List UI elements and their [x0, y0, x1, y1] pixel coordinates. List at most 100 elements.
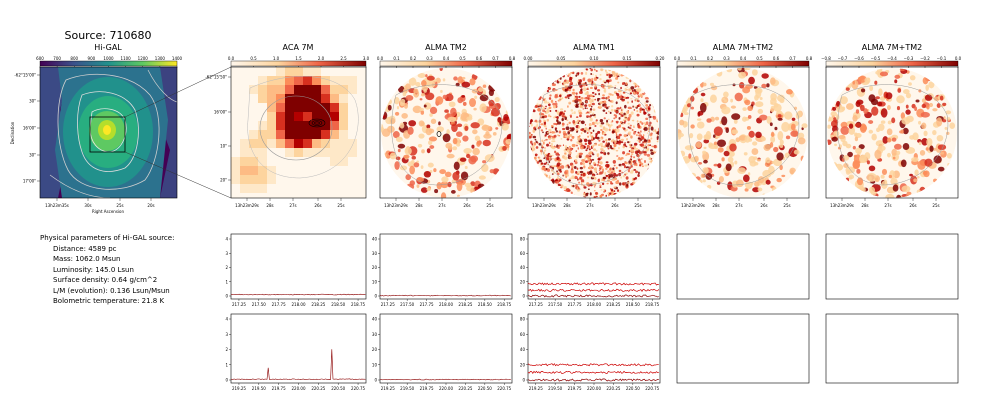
alma-7m-tm2-b-x-tick-label: 26s [909, 203, 916, 208]
spectrum-x-tick-label: 217.25 [381, 302, 395, 307]
aca7m-y-tick-label: 20" [220, 178, 227, 183]
spectrum-line [230, 293, 366, 296]
alma-7m-tm2-colorbar-tick-label: 0.5 [756, 56, 763, 61]
tm1-spectrum-1: 0 20 40 60 80 217.25 217.50 217.75 218.00 218.25 2… [520, 233, 661, 307]
higal-colorbar-tick-label: 700 [53, 56, 61, 61]
alma-7m-tm2-b-colorbar-tick-label: −0.5 [871, 56, 881, 61]
aca7m-x-tick-label: 28s [266, 203, 273, 208]
alma-tm2-colorbar-tick-label: 0.4 [443, 56, 450, 61]
spectrum-x-tick-label: 217.75 [420, 302, 434, 307]
alma-tm2-x-tick-label: 25s [486, 203, 493, 208]
higal-x-tick-label: 20s [147, 203, 154, 208]
alma-tm1-colorbar [527, 60, 661, 67]
alma-7m-tm2-colorbar [676, 60, 810, 67]
spectrum-x-tick-label: 218.25 [311, 302, 325, 307]
spectrum-x-tick-label: 220.75 [351, 386, 365, 391]
aca7m-x-tick-label: 13h23m29s [235, 203, 259, 208]
spectrum-x-tick-label: 219.25 [529, 386, 543, 391]
spectrum-y-tick-label: 0 [522, 294, 525, 299]
spectrum-line [527, 288, 660, 292]
tm2-spectrum-1: 0 10 20 30 40 217.25 217.50 217.75 218.00 218.25 2… [372, 233, 513, 307]
spectrum-x-tick-label: 217.75 [568, 302, 582, 307]
higal-x-tick-label: 13h23m35s [45, 203, 69, 208]
alma-tm2-x-tick-label: 26s [463, 203, 470, 208]
spectrum-y-tick-label: 0 [225, 294, 228, 299]
aca7m-colorbar-tick-label: 2.0 [318, 56, 325, 61]
aca7m-colorbar-tick-label: 0.0 [228, 56, 235, 61]
alma-7m-tm2-colorbar-tick-label: 0.1 [690, 56, 697, 61]
alma-7m-tm2-b-colorbar-ticks: −0.8 −0.7 −0.6 −0.5 −0.4 −0.3 −0.2 −0.1 0.0 [821, 56, 962, 68]
source-title: Source: 710680 [65, 29, 152, 42]
spectrum-x-tick-label: 217.25 [232, 302, 246, 307]
alma-tm1-panel: ALMA TM1 0.00 0.05 0.10 0.15 0.20 13h23m29s 28s… [524, 43, 665, 208]
higal-x-tick-label: 25s [116, 203, 123, 208]
higal-colorbar-ticks: 600 700 800 900 1000 1100 1200 1300 1400 [36, 56, 183, 68]
alma-tm1-colorbar-tick-label: 0.20 [656, 56, 665, 61]
aca7m-title: ACA 7M [283, 43, 314, 52]
alma-7m-tm2-b-panel: ALMA 7M+TM2−0.8 −0.7 −0.6 −0.5 −0.4 −0.3 −0.2−… [821, 43, 961, 208]
aca7m-y-tick-label: 16'00" [214, 110, 227, 115]
spectrum-x-tick-label: 217.25 [529, 302, 543, 307]
alma-tm2-panel: ALMA TM2 0.0 0.1 0.2 0.3 0.4 0.5 0.6 0.7 0.8 13h23… [377, 43, 516, 208]
alma-tm2-colorbar-tick-label: 0.1 [393, 56, 400, 61]
aca7m-colorbar [230, 60, 367, 67]
higal-y-tick-label: -62°15'00" [14, 73, 36, 78]
alma-tm1-x-tick-label: 27s [586, 203, 593, 208]
aca7m-x-tick-label: 27s [289, 203, 296, 208]
spectrum-y-tick-label: 20 [372, 347, 378, 352]
alma-tm1-image [529, 68, 659, 198]
empty-spectrum-panel [676, 313, 810, 384]
spectrum-y-tick-label: 3 [225, 332, 228, 337]
aca7m-colorbar-tick-label: 2.5 [340, 56, 347, 61]
higal-image [40, 67, 177, 198]
spectrum-y-tick-label: 40 [372, 237, 378, 242]
alma-7m-tm2-b-colorbar-tick-label: −0.8 [821, 56, 831, 61]
alma-tm2-colorbar-tick-label: 0.8 [509, 56, 516, 61]
spectrum-y-tick-label: 60 [520, 251, 526, 256]
higal-y-tick-label: 30" [29, 153, 36, 158]
spectrum-x-tick-label: 217.50 [548, 302, 562, 307]
param-surface-density: Surface density: 0.64 g/cm^2 [53, 276, 158, 284]
alma-tm2-colorbar [379, 60, 513, 67]
spectrum-y-tick-label: 80 [520, 317, 526, 322]
higal-panel: Hi-GAL 600 700 800 900 1000 1100 1200 1300 1400 … [10, 43, 183, 214]
alma-tm1-x-tick-label: 13h23m29s [532, 203, 556, 208]
param-luminosity: Luminosity: 145.0 Lsun [53, 265, 134, 274]
spectrum-line [527, 294, 659, 298]
spectrum-x-tick-label: 218.50 [626, 302, 640, 307]
alma-7m-tm2-colorbar-tick-label: 0.8 [806, 56, 813, 61]
higal-xlabel: Right Ascension [92, 209, 124, 214]
physical-parameters: Physical parameters of Hi-GAL source: Di… [40, 233, 174, 307]
aca7m-spectrum-2: 0 1 2 3 4 219.25 219.50 219.75 220.00 220.25 220.5… [225, 313, 367, 391]
alma-7m-tm2-b-colorbar-tick-label: 0.0 [955, 56, 962, 61]
higal-colorbar-tick-label: 1400 [172, 56, 183, 61]
spectrum-line [379, 294, 511, 297]
alma-7m-tm2-b-colorbar-tick-label: −0.4 [887, 56, 897, 61]
tm1-spectrum-2: 0 20 40 60 80 219.25 219.50 219.75 220.00 220.25 2… [520, 313, 661, 391]
spectrum-x-tick-label: 220.50 [626, 386, 640, 391]
spectrum-y-tick-label: 0 [374, 378, 377, 383]
spectrum-x-tick-label: 220.50 [478, 386, 492, 391]
spectrum-x-tick-label: 218.75 [645, 302, 659, 307]
spectrum-y-tick-label: 30 [372, 251, 378, 256]
higal-colorbar-tick-label: 1100 [121, 56, 132, 61]
alma-7m-tm2-colorbar-tick-label: 0.7 [789, 56, 796, 61]
higal-y-tick-label: 17'00" [23, 179, 36, 184]
spectrum-line [527, 282, 659, 286]
alma-7m-tm2-b-image [827, 68, 957, 198]
param-mass: Mass: 1062.0 Msun [53, 255, 121, 263]
spectrum-line [527, 378, 659, 382]
alma-tm1-colorbar-tick-label: 0.10 [590, 56, 599, 61]
tm2-spectrum-2: 0 10 20 30 40 219.25 219.50 219.75 220.00 220.25 2… [372, 313, 513, 391]
spectrum-x-tick-label: 219.75 [420, 386, 434, 391]
aca7m-colorbar-tick-label: 3.0 [363, 56, 370, 61]
alma-tm2-title: ALMA TM2 [425, 43, 467, 52]
spectrum-y-tick-label: 40 [520, 347, 526, 352]
spectrum-y-tick-label: 10 [372, 279, 378, 284]
alma-tm2-colorbar-tick-label: 0.6 [476, 56, 483, 61]
spectrum-x-tick-label: 218.50 [478, 302, 492, 307]
spectrum-x-tick-label: 219.50 [400, 386, 414, 391]
aca7m-x-tick-label: 25s [337, 203, 344, 208]
alma-7m-tm2-b-colorbar-tick-label: −0.2 [920, 56, 930, 61]
alma-7m-tm2-b-colorbar [825, 60, 959, 67]
